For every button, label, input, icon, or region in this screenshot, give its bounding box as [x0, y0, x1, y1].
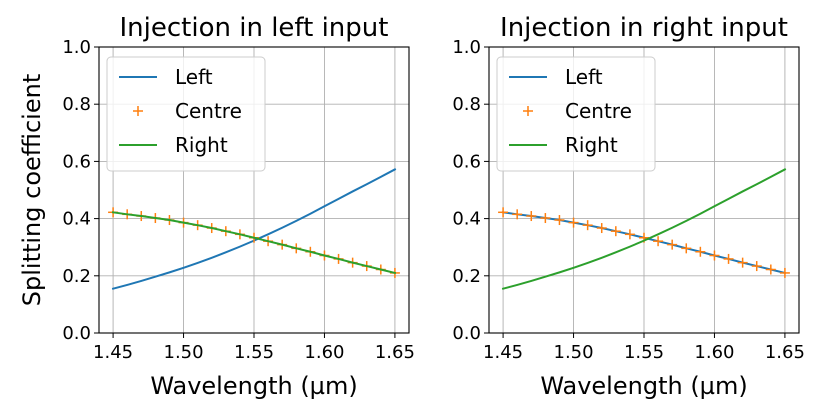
panel-0-x-tick-label-4: 1.65	[375, 342, 415, 363]
panel-0-legend-item-right: Right	[119, 133, 228, 157]
panel-0-y-tick-label-5: 1.0	[62, 37, 91, 58]
panel-1-series-centre-point-13	[681, 243, 692, 254]
panel-1-legend-label-centre: Centre	[565, 99, 632, 123]
panel-1-y-tick-label-2: 0.4	[452, 209, 481, 230]
panel-1-legend-swatch-centre	[523, 106, 533, 116]
panel-0-y-tick-label-1: 0.2	[62, 266, 91, 287]
panel-1-series-centre-point-15	[709, 250, 720, 261]
panel-1-series-centre-point-2	[526, 211, 537, 222]
panel-0-x-axis-label: Wavelength (µm)	[150, 372, 357, 400]
panel-1-series-centre-point-20	[779, 267, 790, 278]
panel-1-series-centre-point-9	[624, 229, 635, 240]
panel-right-injection: 1.45 1.50 1.55 1.60 1.65 0.0 0.2 0.4 0.6 0.8 1.0 I…	[452, 13, 805, 400]
panel-0-legend-item-left: Left	[119, 65, 213, 89]
panel-0-y-tick-label-0: 0.0	[62, 323, 91, 344]
panel-1-series-centre-point-5	[568, 217, 579, 228]
panel-0-legend-label-centre: Centre	[175, 99, 242, 123]
panel-1-y-tick-label-1: 0.2	[452, 266, 481, 287]
panel-1-y-tick-label-4: 0.8	[452, 94, 481, 115]
panel-1-legend-box	[496, 56, 656, 172]
panel-0-x-tick-label-1: 1.50	[164, 342, 204, 363]
panel-0-series-right-line	[111, 211, 397, 275]
panel-1-legend-label-right: Right	[565, 133, 618, 157]
panel-1-x-tick-label-1: 1.50	[554, 342, 594, 363]
panel-1-series-centre-point-1	[512, 209, 523, 220]
panel-1-x-tick-label-3: 1.60	[694, 342, 734, 363]
panel-1-legend-item-right: Right	[509, 133, 618, 157]
panel-0-x-tick-label-2: 1.55	[234, 342, 274, 363]
panel-1-legend-label-left: Left	[565, 65, 603, 89]
panel-left-injection: 1.45 1.50 1.55 1.60 1.65 0.0 0.2 0.4 0.6 0.8 1.0 I…	[18, 13, 415, 400]
panel-1-x-tick-label-4: 1.65	[765, 342, 805, 363]
panel-0-x-tick-label-3: 1.60	[304, 342, 344, 363]
panel-0-y-tick-label-4: 0.8	[62, 94, 91, 115]
panel-0-title: Injection in left input	[120, 13, 389, 43]
panel-1-series-centre-point-19	[765, 264, 776, 275]
panel-0-legend-box	[106, 56, 266, 172]
panel-1-x-tick-label-2: 1.55	[624, 342, 664, 363]
panel-1-y-tick-label-0: 0.0	[452, 323, 481, 344]
panel-1-series-centre-point-8	[610, 226, 621, 237]
panel-1-ticks: 1.45 1.50 1.55 1.60 1.65 0.0 0.2 0.4 0.6 0.8 1.0	[452, 37, 805, 363]
panel-1-series-centre-point-12	[667, 239, 678, 250]
panel-0-legend-label-right: Right	[175, 133, 228, 157]
panel-1-x-axis-label: Wavelength (µm)	[540, 372, 747, 400]
panel-1-legend: Left Centre Right	[496, 56, 656, 172]
panel-1-y-tick-label-5: 1.0	[452, 37, 481, 58]
panel-1-series-centre-point-14	[695, 246, 706, 257]
panel-1-series-centre-point-4	[554, 215, 565, 226]
panel-1-series	[498, 168, 790, 290]
panel-1-legend-item-centre: Centre	[523, 99, 632, 123]
panel-0-legend-item-centre: Centre	[133, 99, 242, 123]
panel-1-series-centre-point-3	[540, 213, 551, 224]
panel-1-y-tick-label-3: 0.6	[452, 151, 481, 172]
panel-1-title: Injection in right input	[500, 13, 788, 43]
panel-1-legend-item-left: Left	[509, 65, 603, 89]
panel-0-x-tick-label-0: 1.45	[93, 342, 133, 363]
panel-0-legend-swatch-centre	[133, 106, 143, 116]
panel-1-series-centre-point-7	[596, 223, 607, 234]
panel-0-ticks: 1.45 1.50 1.55 1.60 1.65 0.0 0.2 0.4 0.6 0.8 1.0	[62, 37, 415, 363]
panel-1-x-tick-label-0: 1.45	[483, 342, 523, 363]
panel-0-y-tick-label-2: 0.4	[62, 209, 91, 230]
panel-1-series-centre-point-17	[737, 257, 748, 268]
panel-1-series-centre-point-18	[751, 261, 762, 272]
panel-0-y-axis-label: Splitting coefficient	[18, 74, 46, 306]
panel-0-series	[108, 168, 400, 290]
panel-0-y-tick-label-3: 0.6	[62, 151, 91, 172]
panel-0-legend: Left Centre Right	[106, 56, 266, 172]
panel-1-series-centre-point-6	[582, 220, 593, 231]
panel-1-series-centre-point-11	[653, 236, 664, 247]
panel-0-legend-label-left: Left	[175, 65, 213, 89]
panel-1-series-centre-point-16	[723, 253, 734, 264]
panel-1-series-right-line	[501, 168, 787, 290]
panel-1-series-centre-point-0	[498, 207, 509, 218]
